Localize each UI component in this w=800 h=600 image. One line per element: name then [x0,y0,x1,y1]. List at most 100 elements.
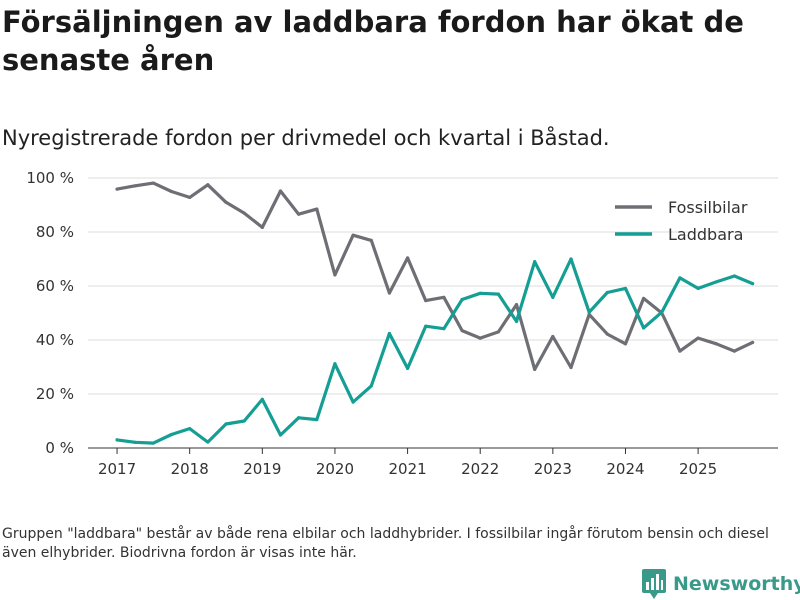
data-point-laddbara [750,281,755,286]
data-point-fossilbilar [387,291,392,295]
data-point-laddbara [188,426,192,431]
data-point-fossilbilar [714,342,718,346]
gridlines [88,177,778,395]
data-point-fossilbilar [297,212,301,216]
data-point-laddbara [424,324,428,328]
x-axis: 2017 2018 2019 2020 2021 2022 2023 2024 2025 [88,447,778,478]
data-point-fossilbilar [315,207,319,211]
y-tick-label: 0 % [45,439,74,457]
data-point-laddbara [169,432,174,437]
data-point-laddbara [732,274,737,278]
data-point-laddbara [478,291,482,295]
data-point-fossilbilar [242,211,246,215]
data-point-fossilbilar [732,349,737,353]
data-point-fossilbilar [115,187,119,191]
legend: Fossilbilar Laddbara [615,198,748,244]
data-point-laddbara [224,422,228,426]
data-point-laddbara [460,297,464,302]
data-point-laddbara [351,400,355,404]
data-point-laddbara [714,280,718,284]
brand-logo[interactable]: Newsworthy [642,569,800,599]
data-point-laddbara [242,419,246,423]
data-point-laddbara [387,331,392,336]
x-tick-label: 2024 [606,460,644,478]
data-point-fossilbilar [750,340,755,345]
data-point-fossilbilar [424,298,428,303]
data-point-fossilbilar [678,349,682,353]
data-point-fossilbilar [369,238,373,242]
data-point-fossilbilar [460,328,464,333]
x-tick-label: 2022 [461,460,499,478]
data-point-fossilbilar [605,332,609,336]
data-point-fossilbilar [278,189,283,193]
series-line-fossilbilar [115,181,755,371]
data-point-laddbara [260,397,264,401]
chart-title: Försäljningen av laddbara fordon har öka… [2,5,744,77]
data-point-fossilbilar [551,334,555,339]
data-point-laddbara [660,310,664,314]
data-point-fossilbilar [188,195,192,200]
data-point-fossilbilar [623,342,628,346]
y-tick-label: 80 % [36,223,74,241]
data-point-fossilbilar [351,233,355,237]
data-point-fossilbilar [133,184,137,188]
data-point-laddbara [551,295,555,299]
data-point-laddbara [623,286,628,291]
data-point-laddbara [297,416,301,420]
data-point-fossilbilar [169,189,174,194]
data-point-laddbara [696,286,700,291]
x-tick-label: 2025 [679,460,717,478]
data-point-fossilbilar [496,330,500,334]
data-point-laddbara [206,440,210,444]
data-point-fossilbilar [224,200,228,204]
data-point-fossilbilar [333,273,337,277]
data-point-fossilbilar [260,225,264,230]
data-point-laddbara [587,310,591,314]
data-point-laddbara [333,362,337,366]
data-point-laddbara [369,384,373,388]
x-tick-label: 2020 [316,460,354,478]
data-point-fossilbilar [514,303,519,307]
data-point-fossilbilar [569,365,573,370]
data-point-laddbara [405,366,410,370]
data-point-laddbara [605,290,609,295]
data-point-fossilbilar [478,336,482,340]
data-point-fossilbilar [442,295,446,299]
data-point-laddbara [278,433,283,437]
y-tick-label: 40 % [36,331,74,349]
x-tick-label: 2018 [171,460,209,478]
series-line-laddbara [115,257,755,445]
y-tick-label: 60 % [36,277,74,295]
data-point-fossilbilar [696,336,700,340]
legend-label: Fossilbilar [668,198,748,217]
bar-chart-logo-icon [642,569,666,599]
y-tick-label: 100 % [26,169,74,187]
chart-subtitle: Nyregistrerade fordon per drivmedel och … [2,126,610,150]
data-point-laddbara [642,326,646,330]
x-tick-label: 2023 [534,460,572,478]
x-tick-label: 2017 [98,460,136,478]
data-point-laddbara [678,276,682,280]
x-tick-label: 2021 [388,460,426,478]
legend-label: Laddbara [668,225,743,244]
data-point-laddbara [442,327,446,331]
y-axis-ticks: 0 % 20 % 40 % 60 % 80 % 100 % [26,169,74,457]
data-point-fossilbilar [405,256,410,260]
data-point-laddbara [115,438,119,442]
data-point-fossilbilar [206,183,210,187]
data-point-laddbara [569,257,573,261]
brand-name: Newsworthy [673,573,800,595]
footnote: Gruppen "laddbara" består av både rena e… [2,526,769,561]
y-tick-label: 20 % [36,385,74,403]
line-chart: 0 % 20 % 40 % 60 % 80 % 100 % 2017 2018 2019 202… [26,169,778,478]
data-point-laddbara [514,319,519,323]
data-point-laddbara [496,292,500,296]
data-point-laddbara [315,418,319,422]
data-point-fossilbilar [151,181,155,185]
series-lines [115,181,755,445]
data-point-laddbara [533,260,537,264]
data-point-laddbara [133,440,137,444]
x-tick-label: 2019 [243,460,281,478]
data-point-laddbara [151,441,155,445]
data-point-fossilbilar [533,367,537,372]
